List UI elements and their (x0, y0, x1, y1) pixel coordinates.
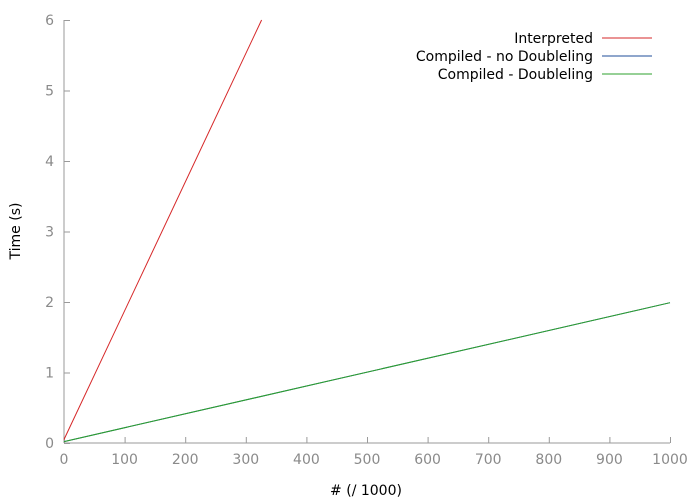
x-tick-label: 400 (293, 452, 320, 468)
x-axis-label: # (/ 1000) (330, 483, 402, 499)
y-axis-label: Time (s) (8, 203, 24, 261)
x-tick-label: 200 (172, 452, 199, 468)
y-tick-label: 2 (45, 295, 54, 311)
x-tick-label: 1000 (652, 452, 688, 468)
x-tick-label: 0 (60, 452, 69, 468)
y-tick-label: 6 (45, 13, 54, 29)
y-tick-label: 3 (45, 225, 54, 241)
axes (63, 20, 670, 444)
x-tick-label: 700 (475, 452, 502, 468)
series-line-compiled-doubleling (63, 302, 671, 443)
x-tick-label: 300 (232, 452, 259, 468)
x-tick-label: 500 (354, 452, 381, 468)
legend-label-compiled-doubleling: Compiled - Doubleling (438, 67, 593, 83)
x-tick-label: 800 (535, 452, 562, 468)
y-tick-label: 5 (45, 84, 54, 100)
y-tick-label: 4 (45, 154, 54, 170)
legend-label-compiled-no-doubleling: Compiled - no Doubleling (416, 49, 593, 65)
x-tick-label: 600 (414, 452, 441, 468)
x-tick-label: 900 (596, 452, 623, 468)
series-line-interpreted (63, 19, 263, 440)
legend-label-interpreted: Interpreted (514, 31, 593, 47)
x-tick-label: 100 (111, 452, 138, 468)
tick-marks (64, 20, 671, 444)
y-tick-label: 1 (45, 366, 54, 382)
y-tick-label: 0 (45, 436, 54, 452)
legend: Interpreted Compiled - no Doubleling Compi… (416, 31, 652, 83)
series-lines (63, 19, 671, 443)
tick-labels: 0 100 200 300 400 500 600 700 800 900 1000 0 1 2 3 4 5 6 (45, 13, 688, 468)
